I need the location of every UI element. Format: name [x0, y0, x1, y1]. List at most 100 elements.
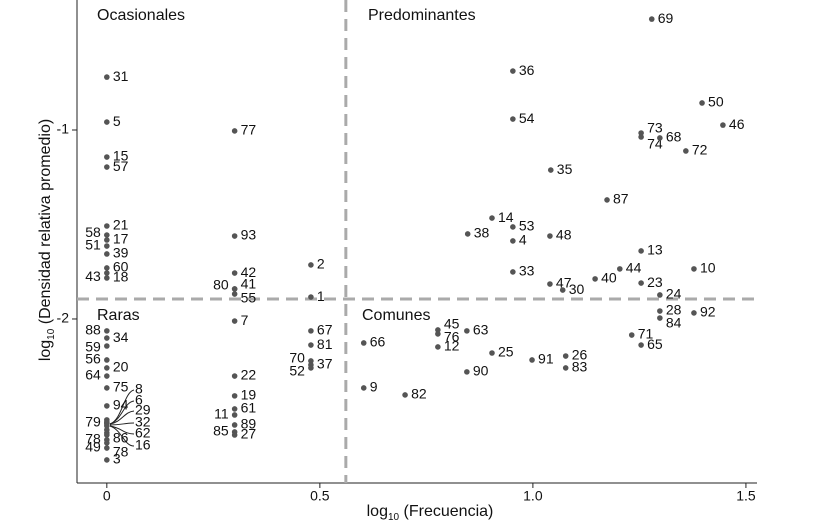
y-tick-label: -1: [57, 121, 70, 137]
point: [489, 215, 495, 221]
point-label: 47: [556, 275, 572, 291]
axis-title-sub: 10: [388, 512, 400, 523]
point-label: 19: [241, 387, 257, 403]
point-label: 94: [113, 397, 129, 413]
point-label: 41: [241, 276, 257, 292]
point: [510, 224, 516, 230]
point: [638, 134, 644, 140]
point: [104, 154, 110, 160]
point-label: 65: [647, 336, 663, 352]
point-label: 57: [113, 158, 129, 174]
point-label: 93: [241, 227, 257, 243]
point: [562, 365, 569, 371]
point-label: 75: [113, 379, 129, 395]
point-label: 80: [213, 277, 229, 293]
point-label: 12: [444, 338, 460, 354]
point: [308, 294, 314, 300]
point: [617, 266, 623, 272]
point: [104, 357, 110, 363]
point: [638, 248, 644, 254]
point-label: 64: [85, 367, 101, 383]
point: [104, 243, 110, 249]
point: [308, 262, 314, 268]
point: [308, 328, 314, 334]
x-tick-label: 1.0: [523, 488, 543, 504]
point: [699, 100, 705, 106]
point-label: 17: [113, 231, 129, 247]
point-label: 78: [85, 431, 101, 447]
bracket-curve: [109, 425, 135, 447]
point-label: 69: [658, 10, 674, 26]
point: [691, 266, 697, 272]
point: [360, 385, 367, 391]
point: [104, 420, 110, 426]
point-label: 18: [113, 269, 129, 285]
point-label: 91: [538, 351, 554, 367]
point: [360, 340, 367, 346]
point-label: 1: [317, 288, 325, 304]
axis-title-text: (Densidad relativa promedio): [37, 119, 54, 329]
point-label: 63: [473, 322, 489, 338]
point: [657, 315, 663, 321]
point-label: 35: [557, 161, 573, 177]
point: [104, 427, 110, 433]
point-label: 10: [700, 260, 716, 276]
point-label: 76: [444, 329, 460, 345]
point: [231, 233, 238, 239]
point-label: 44: [626, 260, 642, 276]
point: [489, 350, 495, 356]
point: [104, 373, 110, 379]
axis-title-base: log: [37, 340, 54, 361]
point: [547, 167, 554, 173]
point: [104, 265, 110, 271]
point: [231, 318, 238, 324]
point-label: 55: [241, 290, 257, 306]
point-label: 89: [241, 416, 257, 432]
point-label: 21: [113, 217, 129, 233]
point-label: 33: [519, 263, 535, 279]
axis-title: log10 (Densidad relativa promedio): [37, 119, 56, 361]
point: [231, 373, 238, 379]
point-label: 68: [666, 129, 682, 145]
axis-title-base: log: [367, 503, 388, 520]
point-label: 45: [444, 316, 460, 332]
point-label: 36: [519, 62, 535, 78]
point: [559, 287, 566, 293]
point: [638, 280, 644, 286]
quadrant-label: Predominantes: [368, 7, 476, 24]
point: [604, 197, 610, 203]
point-label: 88: [85, 322, 101, 338]
point-label: 27: [241, 426, 257, 442]
point-label: 24: [666, 286, 682, 302]
point: [104, 164, 110, 170]
point-label: 49: [85, 439, 101, 455]
point-label: 46: [729, 116, 745, 132]
point-label: 2: [317, 256, 325, 272]
bracket-curve: [109, 400, 135, 425]
point-label: 30: [569, 281, 585, 297]
point-label: 87: [613, 191, 629, 207]
point: [510, 68, 516, 74]
point-label: 86: [113, 430, 129, 446]
point-label: 84: [666, 315, 682, 331]
point: [547, 233, 553, 239]
point-label: 82: [411, 386, 427, 402]
point: [683, 148, 689, 154]
point: [547, 281, 553, 287]
quadrant-label: Raras: [97, 307, 140, 324]
point: [464, 328, 470, 334]
point-label: 56: [85, 351, 101, 367]
point: [104, 385, 110, 391]
point-label: 59: [85, 339, 101, 355]
point: [104, 119, 110, 125]
point: [464, 369, 470, 375]
point: [231, 291, 238, 297]
point-label: 31: [113, 68, 129, 84]
point: [628, 332, 635, 338]
point: [104, 445, 110, 451]
x-tick-label: 0.5: [310, 488, 330, 504]
point-label: 92: [700, 304, 716, 320]
point-label: 81: [317, 336, 333, 352]
point: [464, 231, 471, 237]
point-label: 60: [113, 259, 129, 275]
